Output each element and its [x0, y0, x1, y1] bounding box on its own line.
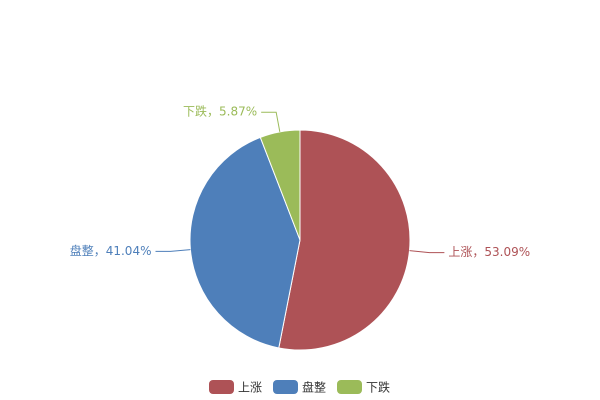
- data-label: 下跌，5.87%: [183, 104, 257, 119]
- label-line: [155, 249, 191, 252]
- legend-label: 上涨: [238, 380, 262, 395]
- pie-slice: [259, 129, 301, 241]
- label-line: [261, 111, 281, 132]
- data-label: 上涨，53.09%: [448, 244, 530, 259]
- legend-swatch: [209, 380, 234, 394]
- legend-swatch: [337, 380, 362, 394]
- legend-label: 下跌: [366, 380, 390, 395]
- label-line: [409, 250, 445, 254]
- pie-slice: [189, 136, 301, 349]
- legend-swatch: [273, 380, 298, 394]
- data-label: 盘整，41.04%: [70, 243, 152, 258]
- legend-label: 盘整: [302, 380, 326, 395]
